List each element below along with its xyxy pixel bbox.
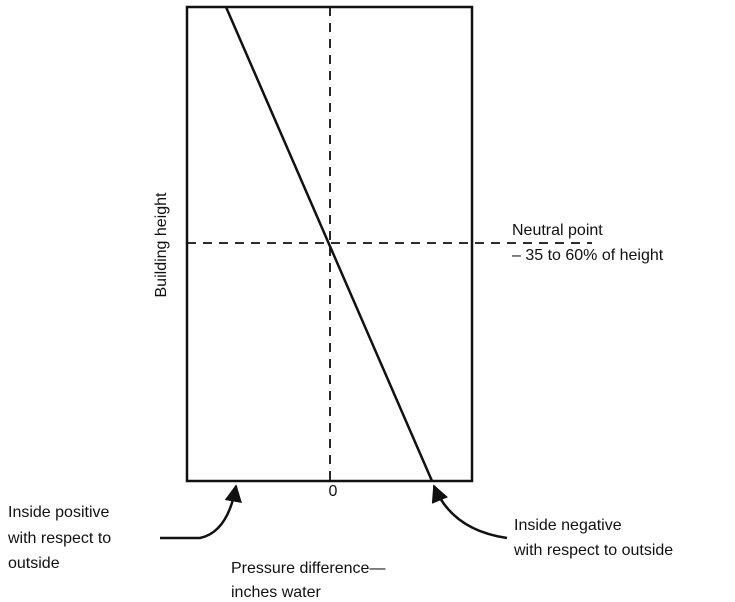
- pressure-line: [224, 6, 434, 482]
- right-note: with respect to outside: [513, 542, 673, 559]
- right-note: Inside negative: [514, 517, 622, 534]
- right-arrow: [431, 484, 508, 540]
- x-axis-label: inches water: [231, 584, 321, 601]
- neutral-label: – 35 to 60% of height: [512, 247, 664, 264]
- y-axis-label: Building height: [153, 192, 170, 298]
- neutral-label: Neutral point: [512, 222, 603, 239]
- left-arrow: [160, 484, 242, 540]
- left-note: Inside positive: [8, 504, 109, 521]
- x-tick-label: 0: [329, 483, 338, 500]
- x-axis-label: Pressure difference—: [231, 560, 385, 577]
- left-note: with respect to: [7, 530, 111, 547]
- left-note: outside: [8, 555, 60, 572]
